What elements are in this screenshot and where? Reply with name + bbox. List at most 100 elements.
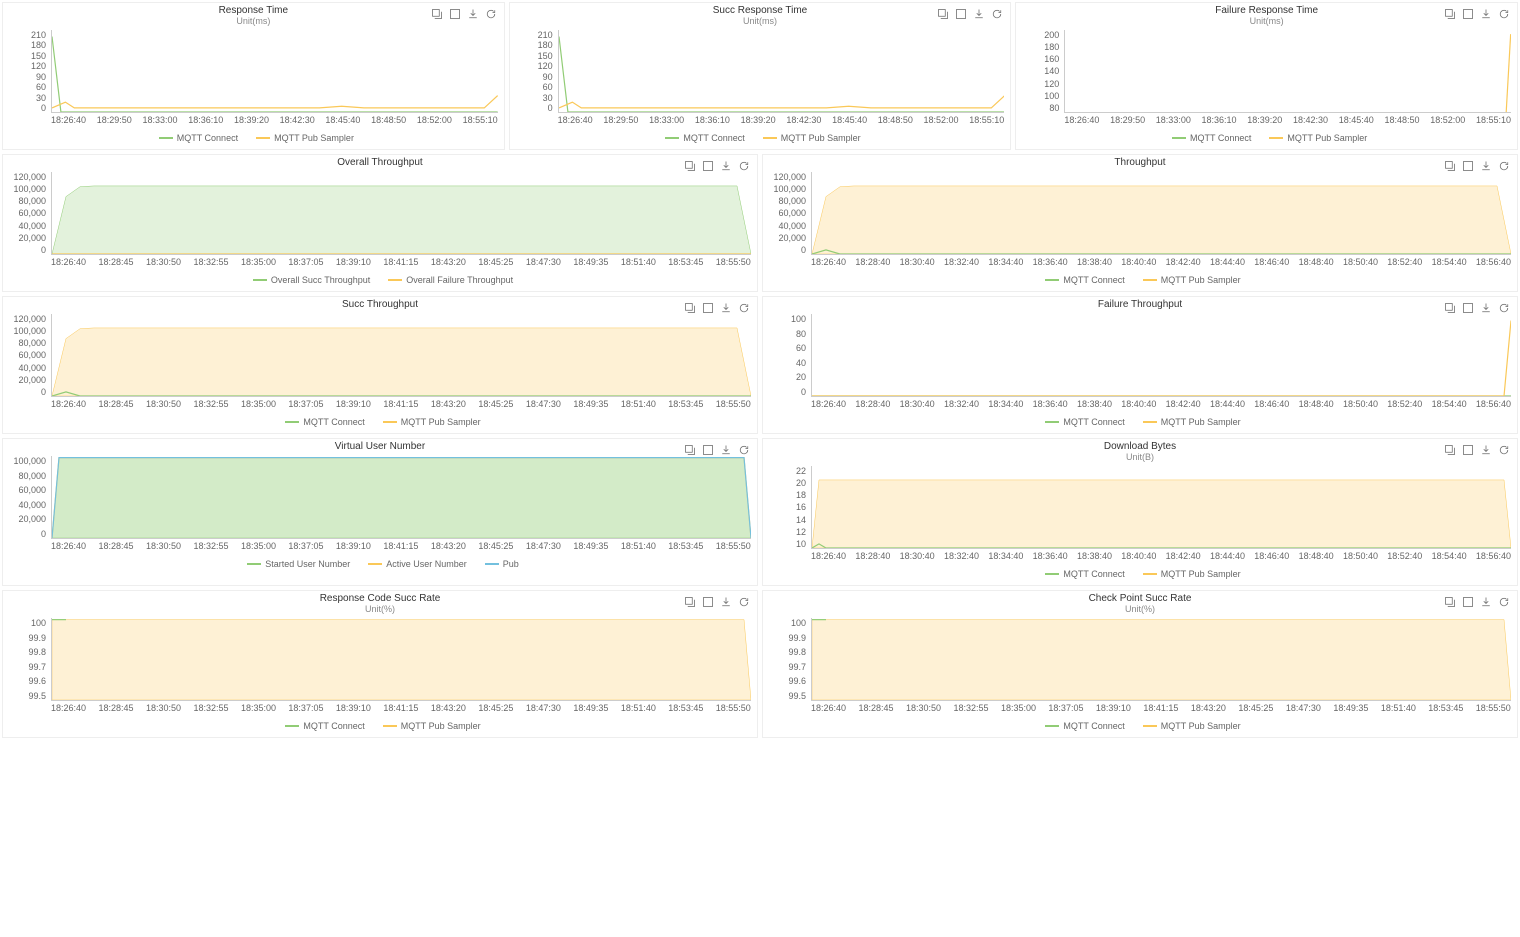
plot: [51, 314, 751, 397]
chart-panel-throughput: Throughput120,000100,00080,00060,00040,0…: [762, 154, 1518, 292]
legend-item[interactable]: Pub: [479, 559, 519, 569]
chart-title: Succ Response Time: [510, 5, 1011, 16]
zoom-area-icon[interactable]: [683, 443, 697, 457]
zoom-area-icon[interactable]: [1443, 159, 1457, 173]
x-axis: 18:26:4018:28:4518:30:5018:32:5518:35:00…: [811, 703, 1511, 715]
chart-panel-overall_tp: Overall Throughput120,000100,00080,00060…: [2, 154, 758, 292]
download-icon[interactable]: [972, 7, 986, 21]
chart-area[interactable]: 2220181614121018:26:4018:28:4018:30:4018…: [767, 466, 1513, 563]
chart-title: Failure Throughput: [763, 299, 1517, 310]
chart-area[interactable]: 120,000100,00080,00060,00040,00020,00001…: [7, 314, 753, 411]
legend-item[interactable]: Started User Number: [241, 559, 350, 569]
y-axis: 2101801501209060300: [514, 30, 556, 113]
chart-area[interactable]: 10080604020018:26:4018:28:4018:30:4018:3…: [767, 314, 1513, 411]
refresh-icon[interactable]: [1497, 159, 1511, 173]
refresh-icon[interactable]: [1497, 443, 1511, 457]
y-axis: 10099.999.899.799.699.5: [7, 618, 49, 701]
legend-item[interactable]: MQTT Connect: [279, 721, 364, 731]
zoom-reset-icon[interactable]: [954, 7, 968, 21]
chart-toolbar: [683, 443, 751, 457]
chart-subtitle: Unit(ms): [3, 16, 504, 26]
zoom-area-icon[interactable]: [430, 7, 444, 21]
chart-title: Virtual User Number: [3, 441, 757, 452]
chart-subtitle: Unit(ms): [510, 16, 1011, 26]
legend-item[interactable]: MQTT Connect: [1039, 569, 1124, 579]
legend-item[interactable]: MQTT Connect: [659, 133, 744, 143]
zoom-reset-icon[interactable]: [1461, 443, 1475, 457]
refresh-icon[interactable]: [1497, 7, 1511, 21]
legend-item[interactable]: MQTT Connect: [1039, 417, 1124, 427]
zoom-area-icon[interactable]: [1443, 443, 1457, 457]
zoom-area-icon[interactable]: [683, 301, 697, 315]
refresh-icon[interactable]: [484, 7, 498, 21]
refresh-icon[interactable]: [737, 443, 751, 457]
download-icon[interactable]: [1479, 7, 1493, 21]
zoom-reset-icon[interactable]: [701, 159, 715, 173]
legend-item[interactable]: MQTT Connect: [1039, 275, 1124, 285]
refresh-icon[interactable]: [1497, 595, 1511, 609]
refresh-icon[interactable]: [1497, 301, 1511, 315]
legend-item[interactable]: MQTT Pub Sampler: [1137, 569, 1241, 579]
chart-area[interactable]: 10099.999.899.799.699.518:26:4018:28:451…: [7, 618, 753, 715]
legend-item[interactable]: Active User Number: [362, 559, 467, 569]
zoom-reset-icon[interactable]: [701, 301, 715, 315]
chart-area[interactable]: 210180150120906030018:26:4018:29:5018:33…: [514, 30, 1007, 127]
y-axis: 120,000100,00080,00060,00040,00020,0000: [7, 172, 49, 255]
download-icon[interactable]: [719, 159, 733, 173]
chart-panel-fail_tp: Failure Throughput 10080604020018:26:4018…: [762, 296, 1518, 434]
legend-item[interactable]: Overall Succ Throughput: [247, 275, 370, 285]
zoom-area-icon[interactable]: [936, 7, 950, 21]
refresh-icon[interactable]: [737, 159, 751, 173]
legend-item[interactable]: MQTT Pub Sampler: [1137, 275, 1241, 285]
zoom-reset-icon[interactable]: [1461, 301, 1475, 315]
download-icon[interactable]: [466, 7, 480, 21]
refresh-icon[interactable]: [990, 7, 1004, 21]
legend-item[interactable]: MQTT Pub Sampler: [377, 721, 481, 731]
zoom-area-icon[interactable]: [683, 595, 697, 609]
download-icon[interactable]: [719, 301, 733, 315]
chart-area[interactable]: 120,000100,00080,00060,00040,00020,00001…: [767, 172, 1513, 269]
legend-item[interactable]: MQTT Pub Sampler: [250, 133, 354, 143]
download-icon[interactable]: [1479, 443, 1493, 457]
refresh-icon[interactable]: [737, 595, 751, 609]
download-icon[interactable]: [719, 443, 733, 457]
chart-panel-resp_time: Response TimeUnit(ms)2101801501209060300…: [2, 2, 505, 150]
zoom-area-icon[interactable]: [683, 159, 697, 173]
refresh-icon[interactable]: [737, 301, 751, 315]
legend-item[interactable]: MQTT Pub Sampler: [1137, 721, 1241, 731]
plot: [811, 172, 1511, 255]
chart-area[interactable]: 120,000100,00080,00060,00040,00020,00001…: [7, 172, 753, 269]
chart-area[interactable]: 10099.999.899.799.699.518:26:4018:28:451…: [767, 618, 1513, 715]
chart-area[interactable]: 100,00080,00060,00040,00020,000018:26:40…: [7, 456, 753, 553]
zoom-area-icon[interactable]: [1443, 7, 1457, 21]
zoom-area-icon[interactable]: [1443, 301, 1457, 315]
chart-area[interactable]: 2001801601401201008018:26:4018:29:5018:3…: [1020, 30, 1513, 127]
zoom-reset-icon[interactable]: [1461, 7, 1475, 21]
download-icon[interactable]: [1479, 595, 1493, 609]
legend-item[interactable]: MQTT Connect: [1166, 133, 1251, 143]
chart-panel-succ_tp: Succ Throughput120,000100,00080,00060,00…: [2, 296, 758, 434]
legend-item[interactable]: MQTT Connect: [1039, 721, 1124, 731]
download-icon[interactable]: [1479, 159, 1493, 173]
legend: MQTT Connect MQTT Pub Sampler: [763, 411, 1517, 433]
y-axis: 100806040200: [767, 314, 809, 397]
zoom-reset-icon[interactable]: [448, 7, 462, 21]
chart-area[interactable]: 210180150120906030018:26:4018:29:5018:33…: [7, 30, 500, 127]
zoom-area-icon[interactable]: [1443, 595, 1457, 609]
legend-item[interactable]: MQTT Connect: [279, 417, 364, 427]
legend-item[interactable]: MQTT Pub Sampler: [1137, 417, 1241, 427]
legend-item[interactable]: MQTT Pub Sampler: [757, 133, 861, 143]
x-axis: 18:26:4018:29:5018:33:0018:36:1018:39:20…: [1064, 115, 1511, 127]
legend-item[interactable]: MQTT Pub Sampler: [1263, 133, 1367, 143]
legend-item[interactable]: MQTT Pub Sampler: [377, 417, 481, 427]
legend-item[interactable]: MQTT Connect: [153, 133, 238, 143]
zoom-reset-icon[interactable]: [701, 443, 715, 457]
zoom-reset-icon[interactable]: [1461, 159, 1475, 173]
download-icon[interactable]: [1479, 301, 1493, 315]
legend-item[interactable]: Overall Failure Throughput: [382, 275, 513, 285]
legend: MQTT Connect MQTT Pub Sampler: [510, 127, 1011, 149]
zoom-reset-icon[interactable]: [1461, 595, 1475, 609]
zoom-reset-icon[interactable]: [701, 595, 715, 609]
chart-subtitle: Unit(%): [763, 604, 1517, 614]
download-icon[interactable]: [719, 595, 733, 609]
